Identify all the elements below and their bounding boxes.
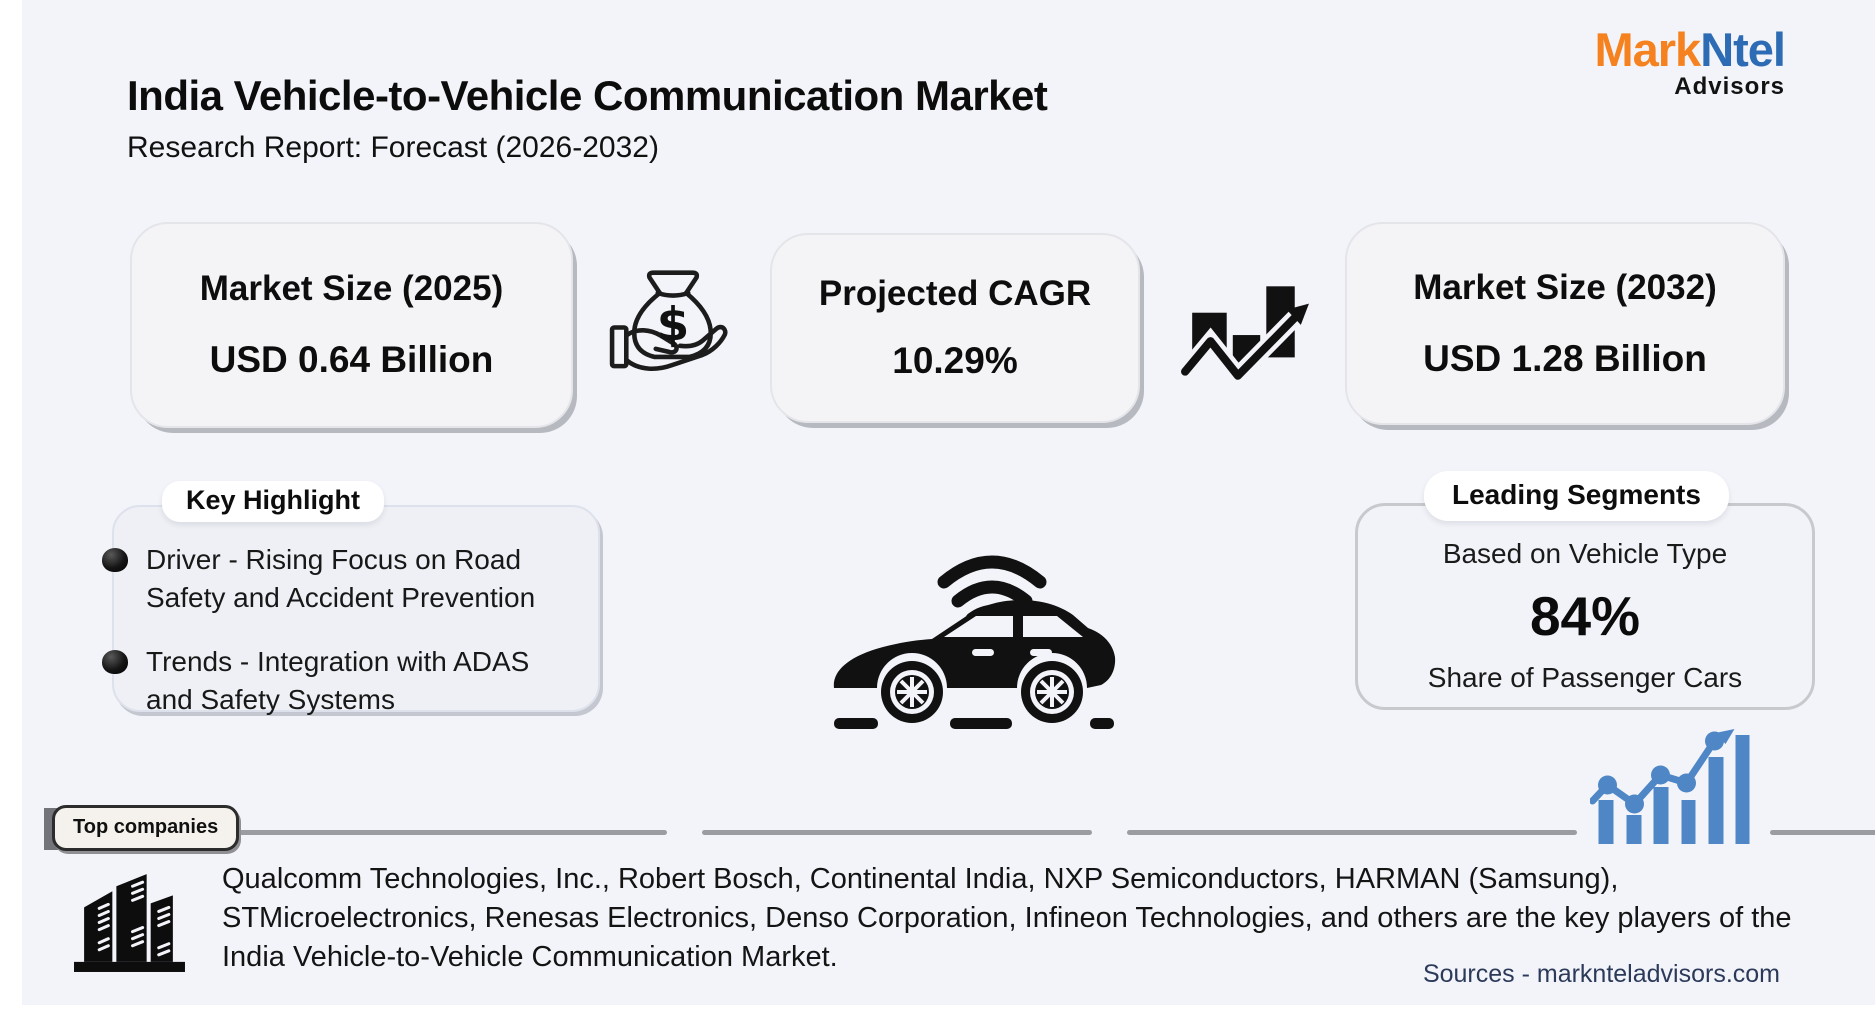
divider-line <box>702 830 1092 835</box>
leading-segments-basis: Based on Vehicle Type <box>1442 537 1728 569</box>
black-bead-bullet-icon <box>102 548 128 572</box>
divider-line <box>1127 830 1577 835</box>
logo-text-ntel: Ntel <box>1700 23 1786 76</box>
svg-text:$: $ <box>657 299 690 353</box>
growth-bars-arrow-icon <box>1178 278 1312 389</box>
logo-text-advisors: Advisors <box>1674 73 1785 100</box>
blue-trend-bar-chart-icon <box>1589 727 1766 849</box>
key-highlight-item-text: Driver - Rising Focus on Road Safety and… <box>146 544 536 613</box>
market-size-2025-label: Market Size (2025) <box>199 269 504 308</box>
key-highlight-title: Key Highlight <box>162 481 384 522</box>
market-size-2025-value: USD 0.64 Billion <box>209 339 494 380</box>
market-size-2032-value: USD 1.28 Billion <box>1423 337 1707 379</box>
market-size-2025-card: Market Size (2025) USD 0.64 Billion <box>130 222 573 428</box>
projected-cagr-card: Projected CAGR 10.29% <box>770 233 1140 423</box>
leading-segments-card: Based on Vehicle Type 84% Share of Passe… <box>1355 503 1815 710</box>
sources-text: Sources - marknteladvisors.com <box>1422 960 1780 988</box>
page-title: India Vehicle-to-Vehicle Communication M… <box>127 72 1048 119</box>
connected-car-wifi-icon <box>820 522 1120 740</box>
money-bag-in-hand-icon: $ <box>607 260 739 392</box>
logo-wordmark: MarkNtel <box>1594 23 1786 76</box>
leading-segments-caption: Share of Passenger Cars <box>1427 661 1743 693</box>
divider-line <box>192 830 667 835</box>
office-buildings-icon <box>72 858 188 976</box>
leading-segments-title: Leading Segments <box>1424 471 1729 521</box>
projected-cagr-label: Projected CAGR <box>818 274 1092 313</box>
key-highlight-item-text: Trends - Integration with ADAS and Safet… <box>146 646 530 715</box>
projected-cagr-value: 10.29% <box>892 340 1018 381</box>
list-item: Trends - Integration with ADAS and Safet… <box>102 643 574 719</box>
market-size-2032-card: Market Size (2032) USD 1.28 Billion <box>1345 222 1785 425</box>
market-size-2032-label: Market Size (2032) <box>1413 267 1717 307</box>
logo-text-mark: Mark <box>1594 23 1701 76</box>
infographic-canvas: MarkNtel Advisors India Vehicle-to-Vehic… <box>22 0 1875 1005</box>
list-item: Driver - Rising Focus on Road Safety and… <box>102 541 574 617</box>
top-companies-description: Qualcomm Technologies, Inc., Robert Bosc… <box>222 863 1792 973</box>
page-subtitle: Research Report: Forecast (2026-2032) <box>127 131 659 164</box>
leading-segments-value: 84% <box>1529 584 1641 647</box>
markntel-logo: MarkNtel Advisors <box>1594 23 1786 100</box>
black-bead-bullet-icon <box>102 650 128 674</box>
top-companies-label: Top companies <box>52 805 240 851</box>
divider-line <box>1770 830 1875 835</box>
key-highlight-card: Driver - Rising Focus on Road Safety and… <box>102 505 600 715</box>
